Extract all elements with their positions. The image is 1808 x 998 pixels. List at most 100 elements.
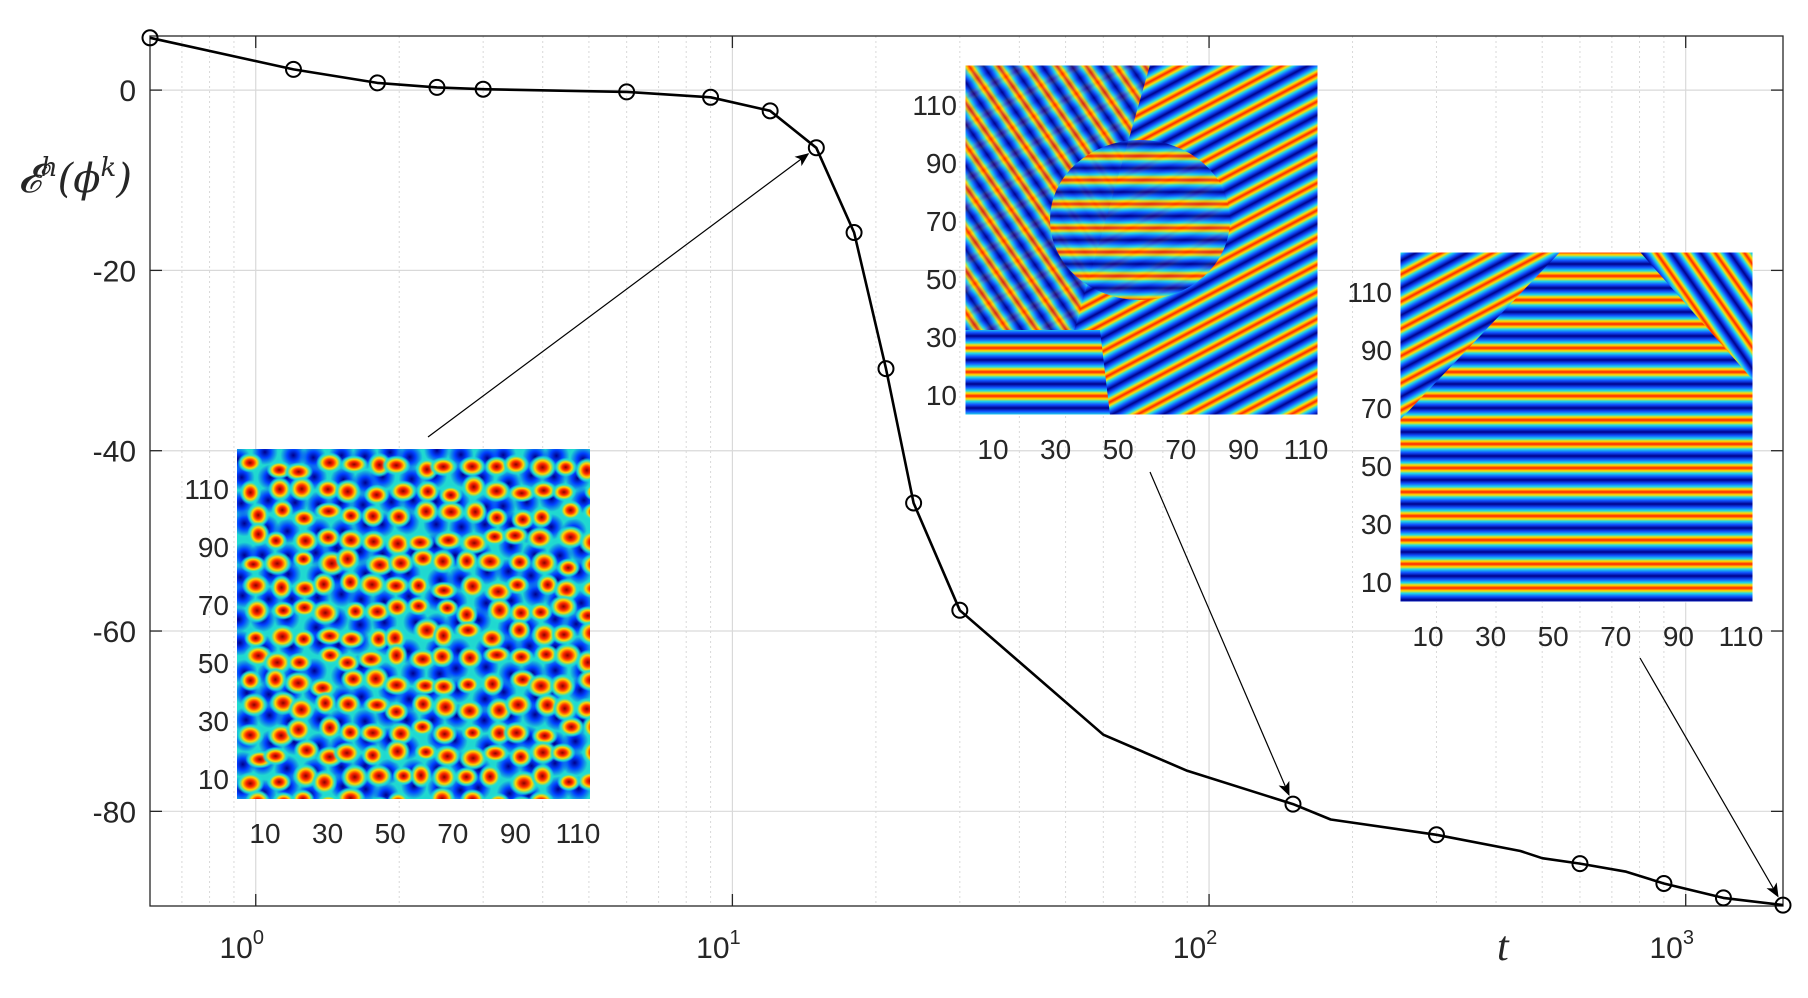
inset-high-spot: [384, 738, 411, 764]
inset-high-spot: [508, 647, 535, 667]
inset-high-spot: [481, 479, 512, 503]
inset-high-spot: [511, 795, 532, 799]
inset-high-spot: [240, 692, 269, 717]
inset-high-spot: [501, 525, 529, 546]
inset-high-spot: [339, 455, 369, 474]
inset-x-tick-label: 50: [1538, 621, 1569, 652]
energy-data-point: [1655, 874, 1673, 892]
inset-high-spot: [246, 502, 270, 528]
inset-high-spot: [266, 772, 292, 792]
inset-high-spot: [410, 548, 437, 570]
inset-high-spot: [453, 620, 483, 640]
inset-high-spot: [411, 692, 435, 716]
inset-high-spot: [267, 476, 292, 502]
inset-high-spot: [311, 769, 338, 796]
inset-high-spot: [581, 715, 590, 739]
inset-high-spot: [240, 555, 267, 574]
inset-y-tick-label: 50: [926, 264, 957, 295]
inset-high-spot: [410, 717, 435, 737]
inset-x-tick-label: 10: [1412, 621, 1443, 652]
inset-high-spot: [526, 673, 556, 698]
inset-x-tick-label: 110: [1719, 621, 1764, 652]
inset-high-spot: [392, 766, 415, 786]
inset-high-spot: [247, 521, 270, 547]
inset-middle-stripes: 10 30 50 70 90 110 110 90 70 50 30 10: [912, 64, 1329, 465]
inset-high-spot: [360, 530, 387, 554]
inset-high-spot: [554, 457, 578, 477]
inset-high-spot: [486, 597, 513, 624]
inset-high-spot: [549, 673, 577, 699]
inset-high-spot: [338, 721, 362, 743]
inset-high-spot: [272, 791, 295, 799]
inset-high-spot: [431, 723, 458, 745]
inset-high-spot: [237, 723, 265, 747]
inset-pointer-arrow: [427, 153, 810, 438]
inset-high-spot: [556, 772, 581, 792]
inset-high-spot: [357, 572, 387, 597]
inset-high-spot: [239, 479, 262, 505]
inset-x-tick-label: 110: [1284, 434, 1329, 465]
inset-high-spot: [335, 787, 366, 799]
inset-y-tick-label: 110: [1347, 277, 1392, 308]
inset-high-spot: [480, 671, 505, 697]
inset-high-spot: [407, 574, 430, 597]
inset-high-spot: [386, 505, 412, 528]
inset-high-spot: [291, 578, 319, 599]
energy-series-line: [149, 36, 1784, 907]
inset-high-spot: [475, 550, 505, 573]
inset-high-spot: [264, 531, 288, 551]
inset-high-spot: [337, 528, 365, 552]
inset-high-spot: [314, 691, 337, 716]
inset-high-spot: [334, 479, 362, 505]
inset-high-spot: [435, 598, 459, 618]
inset-pointer-arrow: [1639, 657, 1779, 898]
inset-high-spot: [287, 696, 316, 723]
inset-high-spot: [371, 796, 388, 799]
inset-high-spot: [578, 620, 590, 646]
energy-data-point: [618, 83, 636, 101]
inset-high-spot: [508, 601, 534, 625]
inset-high-spot: [536, 573, 559, 596]
energy-data-point: [702, 88, 720, 106]
inset-high-spot: [363, 484, 390, 506]
inset-x-tick-label: 30: [1475, 621, 1506, 652]
inset-high-spot: [360, 504, 385, 528]
inset-late-tick-labels: 10 30 50 70 90 110 110 90 70 50 30 10: [1347, 277, 1763, 652]
inset-high-spot: [478, 764, 502, 789]
inset-high-spot: [361, 744, 385, 767]
inset-high-spot: [243, 628, 268, 648]
inset-high-spot: [365, 764, 393, 788]
axes-frame: [149, 35, 1784, 907]
inset-x-tick-label: 30: [312, 818, 343, 849]
inset-high-spot: [318, 715, 342, 740]
inset-high-spot: [430, 676, 457, 697]
energy-data-point: [368, 74, 386, 92]
inset-high-spot: [552, 642, 583, 668]
inset-high-spot: [458, 746, 488, 771]
inset-middle-pattern: [965, 65, 1318, 415]
inset-high-spot: [429, 786, 456, 799]
inset-high-spot: [458, 456, 487, 477]
inset-pointer-arrows: [427, 153, 1779, 898]
inset-high-spot: [244, 597, 271, 624]
inset-high-spot: [344, 601, 367, 622]
inset-high-spot: [580, 553, 590, 576]
inset-high-spot: [576, 770, 590, 792]
inset-high-spot: [339, 505, 363, 526]
inset-y-tick-label: 110: [912, 90, 957, 121]
x-tick-label: 103: [1649, 927, 1694, 965]
inset-high-spot: [332, 741, 362, 765]
inset-high-spot: [270, 574, 293, 600]
y-tick-label: -60: [93, 616, 136, 649]
inset-high-spot: [578, 529, 590, 555]
y-axis-title: 𝓔h(ϕk): [18, 153, 132, 202]
inset-high-spot: [461, 474, 487, 500]
inset-high-spot: [528, 455, 557, 480]
inset-high-spot: [552, 695, 578, 722]
inset-high-spot: [503, 692, 533, 717]
inset-x-tick-label: 70: [437, 818, 468, 849]
inset-high-spot: [533, 644, 559, 665]
inset-y-tick-label: 70: [1361, 393, 1392, 424]
y-axis-title-superscript: h: [41, 153, 58, 183]
